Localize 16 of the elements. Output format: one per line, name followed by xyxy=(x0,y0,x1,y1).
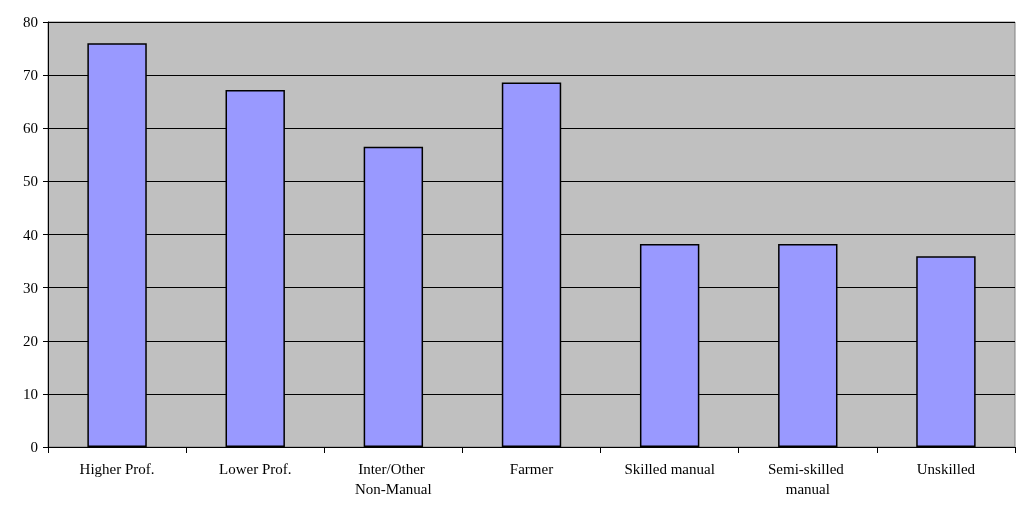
y-tick-label: 30 xyxy=(23,279,38,296)
y-tick-label: 70 xyxy=(23,67,38,84)
y-tick-label: 80 xyxy=(23,14,38,30)
x-tick-label: Lower Prof. xyxy=(218,461,292,477)
y-tick-label: 10 xyxy=(23,385,38,402)
x-tick-label: Unskilled xyxy=(916,461,976,477)
x-tick-label: Higher Prof. xyxy=(79,461,155,477)
y-tick-label: 60 xyxy=(23,120,38,137)
y-tick-label: 40 xyxy=(23,226,38,243)
y-tick-label: 50 xyxy=(23,173,38,190)
y-tick-label: 0 xyxy=(30,439,38,455)
x-tick-label: Farmer xyxy=(509,461,554,477)
x-tick-label: Inter/Other Non-Manual xyxy=(355,461,432,497)
x-tick-label: Skilled manual xyxy=(624,461,715,477)
y-tick-label: 20 xyxy=(23,332,38,349)
x-tick-label: Semi-skilled manual xyxy=(768,461,848,497)
